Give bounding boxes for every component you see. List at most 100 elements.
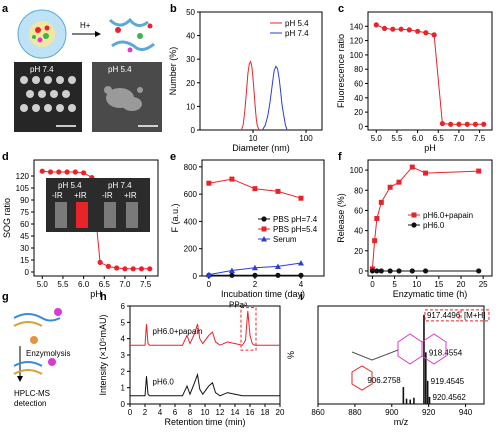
data-point <box>381 25 388 32</box>
plot-frame <box>201 159 325 277</box>
x-tick-label: 6.0 <box>412 134 424 143</box>
y-tick-label: 400 <box>184 217 198 226</box>
x-tick-label: 920 <box>422 408 436 417</box>
x-tick-label: 860 <box>311 408 325 417</box>
plot-frame <box>129 305 281 405</box>
y-tick-label: 120 <box>16 172 30 181</box>
trace-label: pH6.0 <box>153 377 175 386</box>
data-point <box>387 184 393 190</box>
plot-frame <box>367 11 493 131</box>
x-tick-label: 900 <box>385 408 399 417</box>
x-tick-label: 7.5 <box>474 134 486 143</box>
legend-label: PBS pH=5.4 <box>273 225 318 234</box>
data-point <box>228 267 235 274</box>
y-tick-label: 60 <box>354 206 363 215</box>
inset-lane-2: +IR <box>74 191 87 200</box>
panel-a: H+ pH 7.4 pH 5.4 <box>14 9 162 132</box>
inset-lane-3: -IR <box>102 191 113 200</box>
data-point <box>298 195 304 201</box>
x-tick-label: 100 <box>299 134 313 143</box>
y-axis-label: Intensity (×10⁵mAU) <box>98 314 108 395</box>
y-tick-label: 75 <box>20 208 29 217</box>
data-point <box>448 121 454 127</box>
plot-frame <box>199 11 323 131</box>
x-tick-label: 20 <box>457 280 466 289</box>
disassembled-illustration <box>108 17 155 53</box>
data-point <box>378 199 384 205</box>
data-point <box>374 268 380 274</box>
data-point <box>456 121 462 127</box>
y-axis-label: Number (%) <box>168 47 178 96</box>
x-tick-label: 6.5 <box>99 280 111 289</box>
highlight-box <box>460 309 490 322</box>
data-point <box>423 30 429 36</box>
legend-label: pH 5.4 <box>285 19 309 28</box>
x-tick-label: 20 <box>276 408 285 417</box>
panel-label-d: d <box>2 151 9 163</box>
data-point <box>64 169 70 175</box>
sog-vial-inset: pH 5.4 pH 7.4 -IR +IR -IR +IR <box>46 178 150 232</box>
x-axis-label: pH <box>424 143 436 153</box>
data-point <box>206 180 212 186</box>
data-point <box>476 268 482 274</box>
trace-label: pH6.0+papain <box>153 327 203 336</box>
legend-label: pH 7.4 <box>285 29 309 38</box>
y-tick-label: 20 <box>354 247 363 256</box>
panel-label-i: i <box>300 291 303 303</box>
peak-label: 919.4545 <box>431 377 465 386</box>
y-tick-label: 200 <box>184 245 198 254</box>
y-tick-label: 30 <box>20 244 29 253</box>
y-tick-label: 60 <box>354 80 363 89</box>
y-axis-label: Release (%) <box>336 193 346 243</box>
peak-label: 906.2758 <box>367 376 401 385</box>
x-tick-label: 5.5 <box>57 280 69 289</box>
highlight-box <box>424 309 460 322</box>
y-tick-label: 20 <box>186 79 195 88</box>
step-enzymolysis: Enzymolysis <box>26 349 70 358</box>
data-point <box>261 226 267 232</box>
panel-label-b: b <box>170 3 177 15</box>
x-tick-label: 5.0 <box>371 134 383 143</box>
data-point <box>378 268 384 274</box>
data-point <box>415 28 421 34</box>
x-tick-label: 16 <box>246 408 255 417</box>
x-tick-label: 2 <box>143 408 148 417</box>
x-tick-label: 10 <box>201 408 210 417</box>
tem-aggregates <box>104 86 143 111</box>
chromatogram-line <box>130 310 280 346</box>
y-tick-label: 45 <box>20 232 29 241</box>
plot-frame <box>317 305 485 405</box>
micelle-illustration <box>17 9 67 59</box>
data-point <box>374 216 380 222</box>
data-point <box>275 188 281 194</box>
y-tick-label: 0 <box>359 267 364 276</box>
data-point <box>261 216 267 222</box>
data-point <box>72 169 78 175</box>
data-point <box>422 268 429 274</box>
tem-label-ph54: pH 5.4 <box>108 65 132 74</box>
data-point <box>251 264 258 271</box>
tem-particles <box>20 76 76 112</box>
data-point <box>369 268 376 274</box>
y-tick-label: 40 <box>354 94 363 103</box>
y-tick-label: 6 <box>121 302 126 311</box>
x-tick-label: 2 <box>253 280 258 289</box>
chromatogram-line <box>130 372 280 397</box>
x-axis-label: pH <box>90 289 102 299</box>
data-point <box>39 168 45 174</box>
data-point <box>56 169 62 175</box>
inset-group-1: pH 5.4 <box>58 181 82 190</box>
x-tick-label: 7.0 <box>453 134 465 143</box>
legend-label: PBS pH=7.4 <box>273 215 318 224</box>
data-point <box>411 222 417 228</box>
y-tick-label: 105 <box>16 184 30 193</box>
vial <box>126 202 138 228</box>
y-tick-label: 20 <box>354 108 363 117</box>
data-point <box>476 168 482 174</box>
step-detection: detection <box>14 399 46 408</box>
x-tick-label: 0 <box>128 408 133 417</box>
x-axis-label: m/z <box>394 417 409 427</box>
y-axis-label: % <box>286 351 296 359</box>
y-tick-label: 40 <box>186 32 195 41</box>
